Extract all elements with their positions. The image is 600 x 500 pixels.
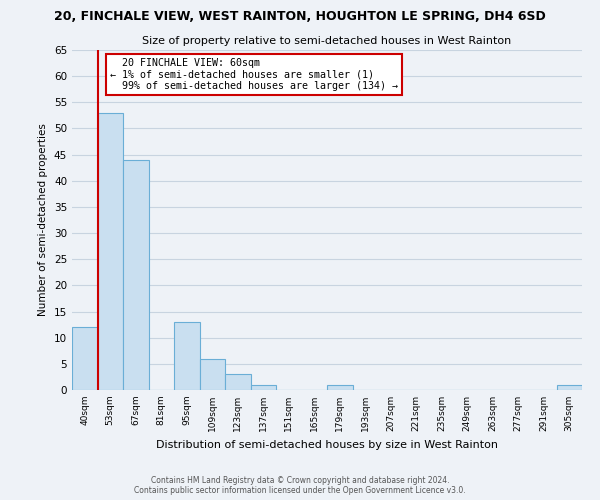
Bar (251, 385, 276, 390)
Bar (225, 374, 251, 390)
Text: 20 FINCHALE VIEW: 60sqm
← 1% of semi-detached houses are smaller (1)
  99% of se: 20 FINCHALE VIEW: 60sqm ← 1% of semi-det… (110, 58, 398, 91)
Bar (327, 385, 353, 390)
Y-axis label: Number of semi-detached properties: Number of semi-detached properties (38, 124, 49, 316)
Bar (174, 322, 199, 390)
Bar (199, 358, 225, 390)
Text: Contains HM Land Registry data © Crown copyright and database right 2024.
Contai: Contains HM Land Registry data © Crown c… (134, 476, 466, 495)
Bar (97, 113, 123, 390)
X-axis label: Distribution of semi-detached houses by size in West Rainton: Distribution of semi-detached houses by … (156, 440, 498, 450)
Title: Size of property relative to semi-detached houses in West Rainton: Size of property relative to semi-detach… (142, 36, 512, 46)
Bar (557, 385, 582, 390)
Bar (123, 160, 149, 390)
Bar (72, 327, 97, 390)
Text: 20, FINCHALE VIEW, WEST RAINTON, HOUGHTON LE SPRING, DH4 6SD: 20, FINCHALE VIEW, WEST RAINTON, HOUGHTO… (54, 10, 546, 23)
